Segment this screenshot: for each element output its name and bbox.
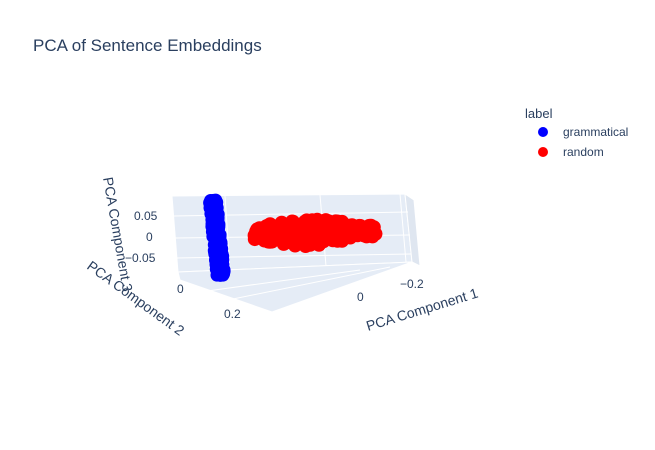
x-tick-neg-0.2: −0.2 [400,277,424,291]
point-random [276,225,291,240]
x-axis-title: PCA Component 1 [364,285,480,334]
point-grammatical [208,230,222,244]
point-grammatical [207,219,221,233]
legend-title: label [525,106,553,121]
y-tick-0.2: 0.2 [224,307,241,321]
z-tick-neg-0.05: −0.05 [125,251,156,265]
z-tick-0.05: 0.05 [134,209,158,223]
gridline [224,195,231,271]
legend-item-grammatical[interactable]: grammatical [538,125,628,139]
legend-marker-grammatical [538,127,548,137]
y-tick-0: 0 [177,282,184,296]
y-axis-title: PCA Component 2 [84,257,187,338]
series-random [247,212,383,253]
point-random [312,237,326,252]
point-random [339,220,354,235]
point-random [326,218,341,232]
z-tick-0: 0 [146,230,153,244]
scene-side-pane [404,192,421,267]
legend-marker-random [538,147,548,157]
legend[interactable]: label grammatical random [525,106,628,159]
x-tick-0: 0 [357,290,364,304]
point-random [288,221,303,236]
legend-label-grammatical: grammatical [563,125,628,139]
legend-label-random: random [563,145,604,159]
point-random [354,226,369,241]
point-grammatical [209,262,223,276]
point-grammatical [208,198,222,212]
legend-item-random[interactable]: random [538,145,604,159]
point-random [330,233,345,248]
point-random [249,227,264,242]
point-grammatical [210,248,224,262]
chart-title: PCA of Sentence Embeddings [33,36,262,55]
gridline [227,266,391,301]
gridline [199,269,361,293]
series-grammatical [203,193,231,282]
point-random [263,222,278,236]
point-random [306,219,321,234]
gridline [399,193,407,263]
point-random [365,229,380,244]
